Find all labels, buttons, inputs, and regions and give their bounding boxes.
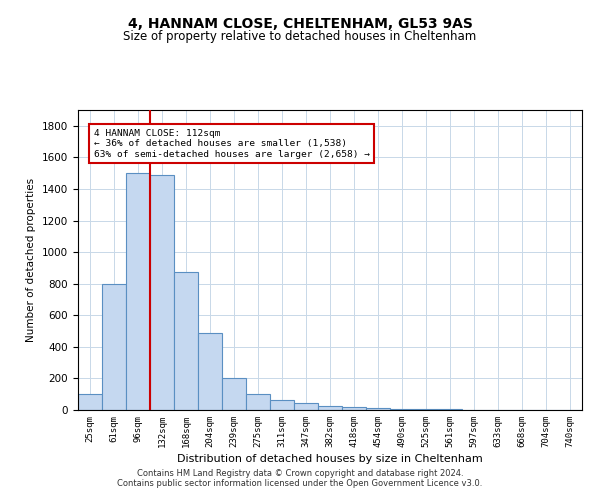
Bar	[270, 400, 294, 410]
Text: Contains public sector information licensed under the Open Government Licence v3: Contains public sector information licen…	[118, 478, 482, 488]
Bar	[318, 406, 342, 410]
Bar	[198, 332, 222, 410]
Y-axis label: Number of detached properties: Number of detached properties	[26, 178, 37, 342]
Bar	[414, 409, 438, 410]
Bar	[294, 404, 318, 410]
Bar	[246, 394, 270, 410]
Bar	[150, 174, 174, 410]
Text: 4, HANNAM CLOSE, CHELTENHAM, GL53 9AS: 4, HANNAM CLOSE, CHELTENHAM, GL53 9AS	[128, 18, 472, 32]
Bar	[366, 408, 390, 410]
Text: Contains HM Land Registry data © Crown copyright and database right 2024.: Contains HM Land Registry data © Crown c…	[137, 468, 463, 477]
X-axis label: Distribution of detached houses by size in Cheltenham: Distribution of detached houses by size …	[177, 454, 483, 464]
Bar	[222, 378, 246, 410]
Bar	[78, 394, 102, 410]
Text: 4 HANNAM CLOSE: 112sqm
← 36% of detached houses are smaller (1,538)
63% of semi-: 4 HANNAM CLOSE: 112sqm ← 36% of detached…	[94, 129, 370, 158]
Bar	[102, 284, 126, 410]
Bar	[390, 409, 414, 410]
Bar	[174, 272, 198, 410]
Bar	[342, 407, 366, 410]
Bar	[126, 173, 150, 410]
Text: Size of property relative to detached houses in Cheltenham: Size of property relative to detached ho…	[124, 30, 476, 43]
